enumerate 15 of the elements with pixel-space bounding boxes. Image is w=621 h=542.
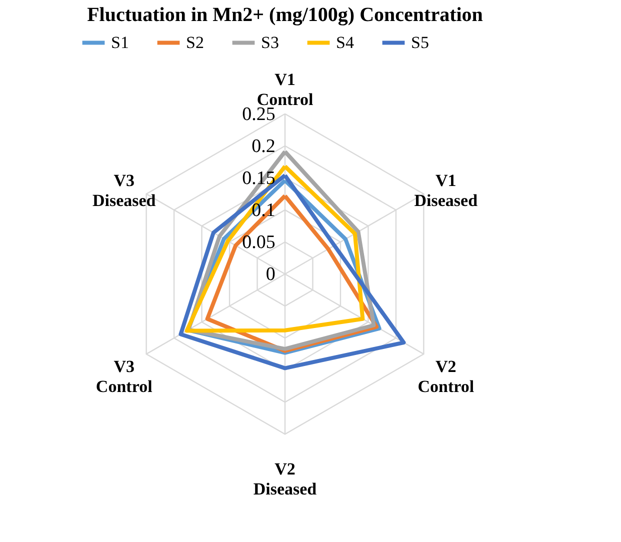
- y-tick-label: 0.15: [242, 168, 276, 189]
- chart-title: Fluctuation in Mn2+ (mg/100g) Concentration: [87, 4, 483, 26]
- spoke-label: V3 Diseased: [92, 171, 156, 210]
- legend-label: S1: [111, 32, 129, 52]
- y-tick-label: 0.2: [252, 136, 276, 157]
- legend-label: S3: [261, 32, 279, 52]
- legend-label: S4: [336, 32, 354, 52]
- y-tick-label: 0: [266, 264, 276, 285]
- legend-label: S2: [186, 32, 204, 52]
- spoke-label: V2 Diseased: [253, 459, 318, 498]
- spoke-label: V2 Control: [418, 356, 474, 396]
- y-tick-label: 0.05: [242, 232, 276, 253]
- spoke-label: V3 Control: [96, 356, 153, 396]
- legend-label: S5: [411, 32, 429, 52]
- spoke-label: V1 Diseased: [414, 171, 478, 210]
